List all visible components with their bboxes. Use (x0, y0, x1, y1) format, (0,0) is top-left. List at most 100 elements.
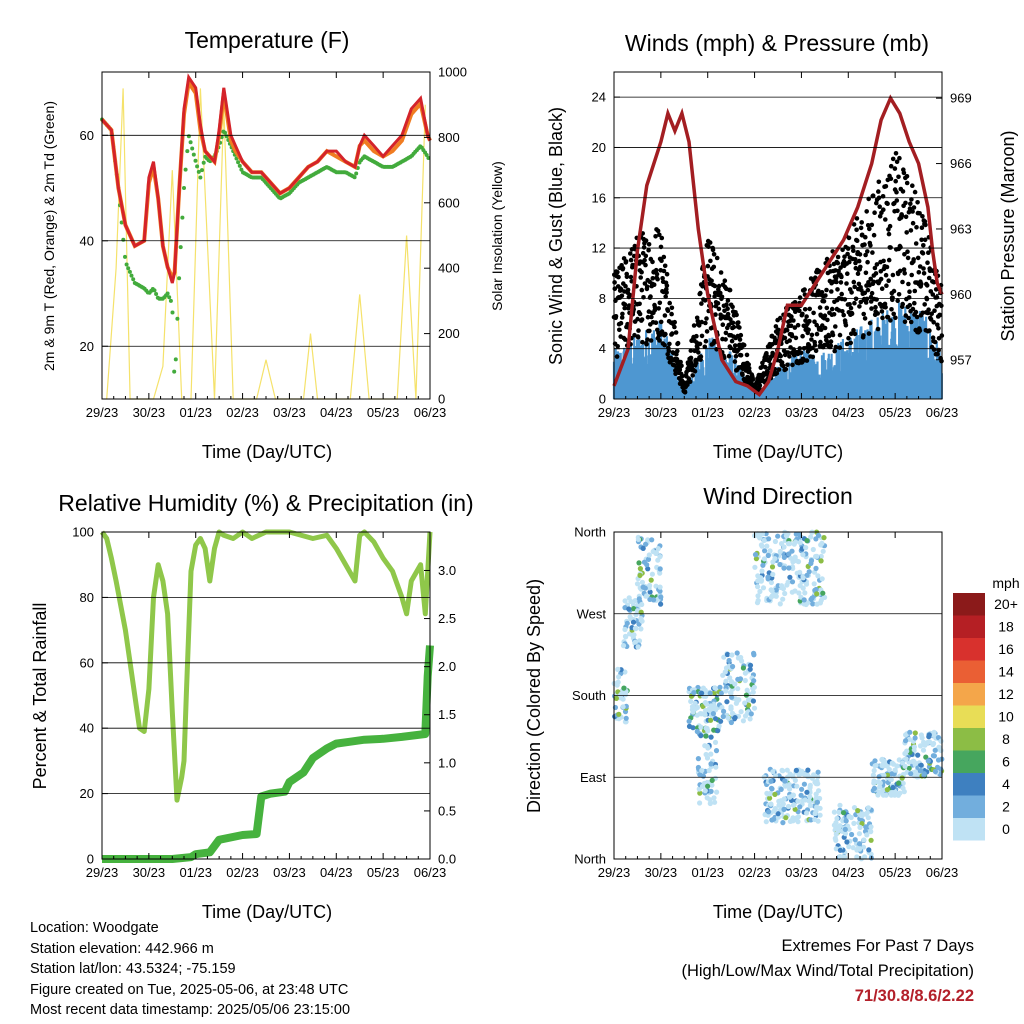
humidity-ytick-label: 0 (87, 852, 94, 867)
dewpoint-point (154, 292, 159, 296)
colorbar-label: 12 (998, 686, 1014, 702)
gust-point (797, 308, 802, 314)
direction-point (707, 800, 713, 807)
gust-point (847, 259, 852, 265)
gust-point (886, 231, 892, 237)
gust-point (846, 335, 851, 341)
direction-point (736, 697, 742, 703)
direction-point (931, 740, 937, 747)
gust-point (732, 343, 738, 348)
dewpoint-point (126, 266, 131, 271)
gust-point (857, 252, 863, 257)
direction-point (714, 789, 720, 795)
gust-point (718, 270, 724, 275)
direction-point (713, 748, 720, 754)
direction-point (762, 548, 768, 554)
direction-point (761, 556, 768, 562)
gust-point (628, 274, 634, 280)
gust-point (889, 307, 894, 312)
figure-created: Figure created on Tue, 2025-05-06, at 23… (30, 981, 349, 998)
gust-point (854, 238, 860, 243)
colorbar-label: 10 (998, 709, 1014, 725)
gust-point (840, 247, 845, 253)
direction-point (865, 805, 872, 811)
dewpoint-point (170, 310, 175, 315)
gust-point (702, 344, 708, 350)
speed-colorbar: mph 20+ 18 16 14 12 10 8 6 4 2 0 (953, 575, 1020, 841)
direction-point (896, 780, 902, 786)
direction-point (843, 818, 849, 824)
humidity-xtick-label: 05/23 (367, 865, 400, 880)
direction-xtick-label: 02/23 (738, 865, 771, 880)
dewpoint-point (186, 134, 191, 139)
gust-point (866, 331, 872, 336)
dewpoint-point (129, 273, 134, 278)
extremes-box: Extremes For Past 7 Days (High/Low/Max W… (681, 934, 974, 1009)
direction-point (635, 644, 641, 650)
gust-point (870, 250, 875, 255)
direction-point (787, 541, 793, 547)
direction-point (890, 784, 896, 791)
gust-point (719, 294, 725, 300)
gust-point (650, 276, 656, 281)
direction-point (718, 690, 725, 696)
direction-point (768, 778, 774, 784)
gust-point (648, 338, 654, 343)
direction-point (790, 792, 796, 798)
direction-point (638, 616, 644, 622)
direction-point (789, 589, 795, 595)
gust-point (620, 266, 626, 271)
temperature-ytick-label: 40 (80, 233, 94, 248)
gust-point (659, 258, 664, 264)
direction-point (658, 594, 664, 600)
gust-point (891, 288, 897, 294)
direction-point (657, 566, 663, 572)
gust-point (791, 347, 796, 352)
direction-point (804, 789, 810, 795)
direction-point (813, 586, 819, 593)
direction-point (819, 576, 825, 582)
gust-point (806, 343, 812, 348)
direction-point (686, 718, 692, 724)
direction-point (821, 535, 827, 541)
gust-point (846, 235, 852, 241)
direction-point (930, 753, 937, 759)
direction-point (770, 559, 776, 565)
gust-point (614, 354, 620, 359)
direction-point (815, 532, 822, 539)
gust-point (812, 319, 817, 325)
direction-point (877, 780, 883, 786)
direction-point (781, 565, 787, 571)
direction-point (836, 809, 842, 815)
gust-point (868, 299, 874, 304)
pressure-ylabel: Station Pressure (Maroon) (998, 130, 1018, 341)
gust-point (642, 281, 648, 286)
gust-point (775, 331, 781, 336)
gust-point (933, 287, 939, 292)
direction-point (932, 747, 938, 753)
dewpoint-point (175, 316, 180, 321)
gust-point (740, 372, 745, 378)
temperature-ylabel: 2m & 9m T (Red, Orange) & 2m Td (Green) (41, 101, 57, 371)
direction-point (768, 579, 775, 586)
gust-point (663, 331, 668, 337)
gust-point (699, 319, 704, 325)
gust-point (883, 272, 889, 278)
gust-point (906, 281, 911, 287)
humidity-ytick-label: 100 (72, 525, 94, 540)
temperature-xtick-label: 01/23 (179, 405, 212, 420)
gust-point (837, 345, 843, 350)
direction-point (782, 778, 788, 784)
gust-point (932, 308, 937, 314)
gust-point (847, 302, 852, 307)
direction-point (915, 752, 921, 758)
colorbar-label: 0 (1002, 821, 1010, 837)
humidity-xtick-label: 02/23 (226, 865, 259, 880)
gust-point (797, 295, 803, 300)
direction-point (925, 758, 931, 764)
direction-point (646, 552, 652, 558)
direction-point (755, 593, 761, 599)
direction-point (713, 716, 719, 722)
humidity-panel: Relative Humidity (%) & Precipitation (i… (30, 490, 474, 922)
direction-point (616, 674, 622, 680)
